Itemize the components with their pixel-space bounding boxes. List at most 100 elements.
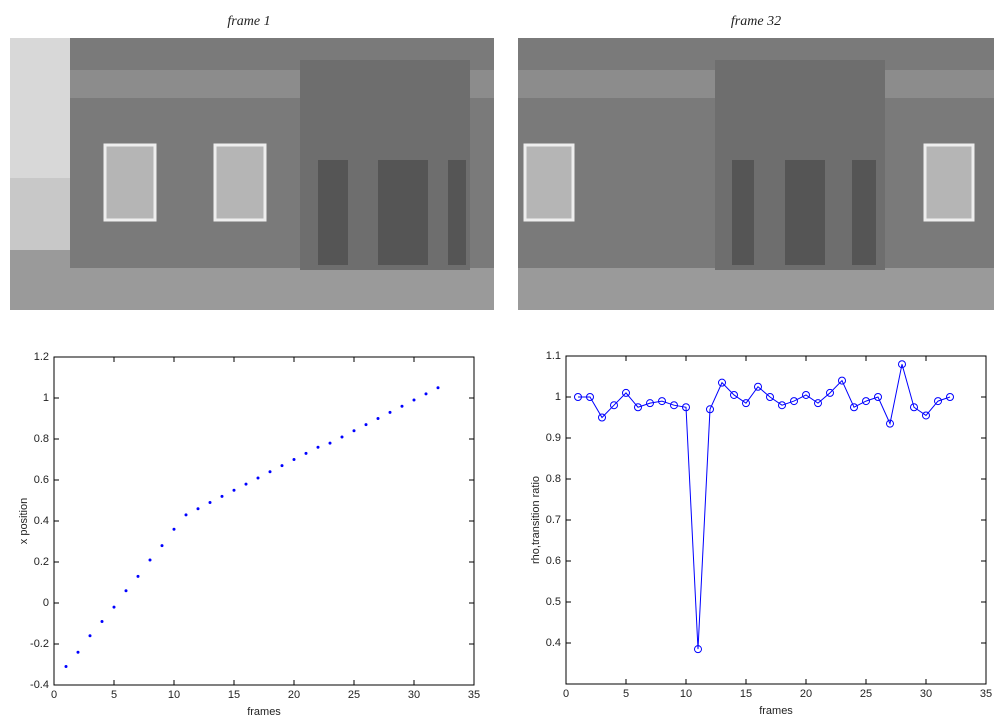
point bbox=[124, 589, 128, 593]
marker bbox=[622, 388, 630, 397]
x-tick-label: 25 bbox=[860, 688, 872, 700]
x-tick-label: 0 bbox=[563, 688, 569, 700]
frame-image bbox=[10, 38, 494, 310]
x-tick-label: 10 bbox=[680, 688, 692, 700]
point bbox=[424, 392, 428, 396]
marker bbox=[682, 403, 690, 412]
x-tick-label: 20 bbox=[800, 688, 812, 700]
point bbox=[160, 544, 164, 548]
point bbox=[292, 458, 296, 461]
y-tick-label: 0.5 bbox=[546, 596, 561, 608]
y-tick-label: 0.7 bbox=[546, 514, 561, 526]
marker bbox=[634, 403, 642, 412]
x-tick-label: 30 bbox=[920, 688, 932, 700]
point bbox=[148, 558, 152, 562]
point bbox=[340, 435, 344, 439]
y-tick-label: 0.4 bbox=[546, 637, 561, 649]
y-tick-label: -0.4 bbox=[30, 679, 49, 691]
point bbox=[184, 513, 188, 517]
marker bbox=[946, 393, 954, 401]
marker bbox=[742, 399, 750, 408]
image-caption: frame 32 bbox=[731, 14, 781, 29]
x-axis-label: frames bbox=[759, 705, 793, 717]
point bbox=[388, 410, 392, 414]
y-tick-label: 0.6 bbox=[546, 555, 561, 567]
point bbox=[232, 488, 236, 492]
point bbox=[196, 507, 200, 511]
marker bbox=[598, 413, 606, 422]
point bbox=[256, 476, 260, 480]
x-tick-label: 35 bbox=[468, 689, 480, 701]
y-tick-label: 1 bbox=[555, 391, 561, 403]
marker bbox=[850, 403, 858, 412]
marker bbox=[766, 393, 774, 401]
marker bbox=[862, 397, 870, 406]
point bbox=[136, 574, 140, 578]
point bbox=[208, 501, 212, 505]
marker bbox=[898, 360, 906, 369]
point bbox=[76, 650, 80, 654]
marker bbox=[646, 399, 654, 408]
marker bbox=[790, 397, 798, 406]
point bbox=[64, 665, 68, 669]
x-tick-label: 30 bbox=[408, 689, 420, 701]
point bbox=[328, 441, 332, 445]
y-axis-label: rho,transition ratio bbox=[530, 476, 542, 564]
point bbox=[100, 619, 104, 623]
point bbox=[316, 445, 320, 449]
marker bbox=[610, 401, 618, 410]
point bbox=[88, 634, 92, 638]
y-tick-label: 0.9 bbox=[546, 432, 561, 444]
marker bbox=[658, 397, 666, 406]
x-tick-label: 0 bbox=[51, 689, 57, 701]
marker bbox=[802, 390, 810, 399]
y-tick-label: 0.2 bbox=[34, 556, 49, 568]
point bbox=[112, 605, 116, 609]
y-tick-label: 0 bbox=[43, 597, 49, 609]
point bbox=[172, 527, 176, 531]
point bbox=[376, 417, 380, 420]
image-caption: frame 1 bbox=[227, 14, 270, 29]
marker bbox=[730, 390, 738, 399]
marker bbox=[874, 393, 882, 401]
point bbox=[352, 429, 356, 433]
point bbox=[268, 470, 272, 474]
point bbox=[400, 404, 404, 408]
y-tick-label: 1 bbox=[43, 392, 49, 404]
frame-image bbox=[518, 38, 994, 310]
y-tick-label: 0.8 bbox=[34, 433, 49, 445]
y-tick-label: 0.6 bbox=[34, 474, 49, 486]
point bbox=[364, 423, 368, 427]
point bbox=[436, 386, 440, 390]
x-tick-label: 15 bbox=[228, 689, 240, 701]
y-tick-label: -0.2 bbox=[30, 638, 49, 650]
marker bbox=[754, 382, 762, 391]
marker bbox=[826, 388, 834, 397]
x-tick-label: 35 bbox=[980, 688, 992, 700]
marker bbox=[718, 378, 726, 387]
marker bbox=[694, 645, 702, 654]
marker bbox=[670, 401, 678, 410]
point bbox=[244, 482, 248, 486]
marker bbox=[814, 399, 822, 408]
y-tick-label: 1.1 bbox=[546, 350, 561, 362]
marker bbox=[922, 411, 930, 420]
marker bbox=[574, 393, 582, 401]
x-tick-label: 20 bbox=[288, 689, 300, 701]
y-tick-label: 1.2 bbox=[34, 351, 49, 363]
plot-area bbox=[53, 356, 475, 686]
x-tick-label: 5 bbox=[623, 688, 629, 700]
point bbox=[280, 464, 284, 468]
x-tick-label: 25 bbox=[348, 689, 360, 701]
y-tick-label: 0.8 bbox=[546, 473, 561, 485]
point bbox=[412, 398, 416, 402]
plot-area bbox=[565, 355, 987, 685]
marker bbox=[778, 401, 786, 410]
marker bbox=[934, 397, 942, 406]
y-tick-label: 0.4 bbox=[34, 515, 49, 527]
marker bbox=[910, 403, 918, 412]
x-tick-label: 10 bbox=[168, 689, 180, 701]
marker bbox=[838, 376, 846, 385]
marker bbox=[706, 405, 714, 414]
